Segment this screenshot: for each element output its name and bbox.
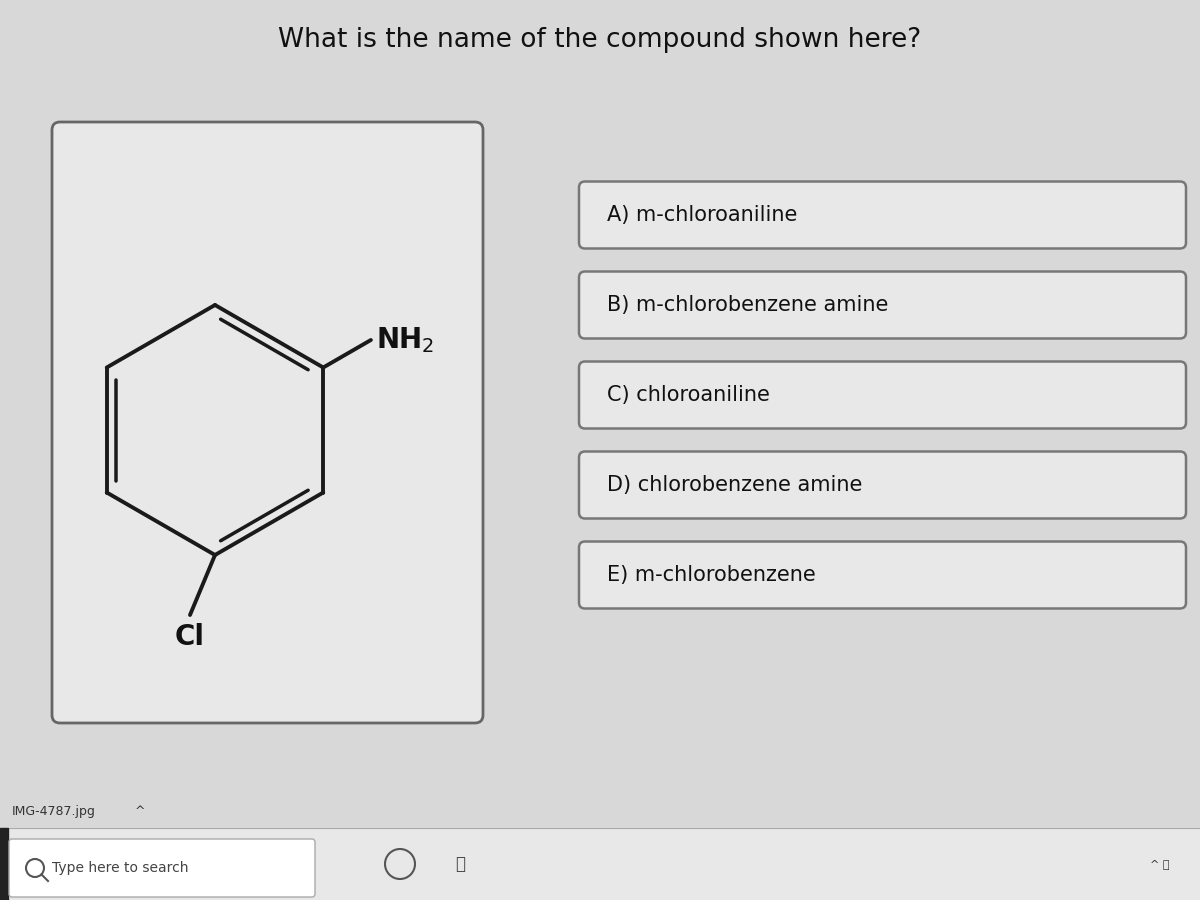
FancyBboxPatch shape [580,362,1186,428]
Text: D) chlorobenzene amine: D) chlorobenzene amine [607,475,863,495]
Text: What is the name of the compound shown here?: What is the name of the compound shown h… [278,27,922,53]
Text: Cl: Cl [175,623,205,651]
FancyBboxPatch shape [52,122,482,723]
Text: ⧉: ⧉ [455,855,464,873]
FancyBboxPatch shape [580,452,1186,518]
Text: A) m-chloroaniline: A) m-chloroaniline [607,205,797,225]
Text: IMG-4787.jpg: IMG-4787.jpg [12,805,96,818]
Text: C) chloroaniline: C) chloroaniline [607,385,770,405]
Bar [0,828,8,900]
Bar [0,828,1200,900]
Text: NH$_2$: NH$_2$ [376,325,434,355]
FancyBboxPatch shape [580,542,1186,608]
Text: ^ 矿: ^ 矿 [1150,859,1170,869]
Text: E) m-chlorobenzene: E) m-chlorobenzene [607,565,816,585]
FancyBboxPatch shape [580,182,1186,248]
Text: ^: ^ [134,805,145,818]
Text: B) m-chlorobenzene amine: B) m-chlorobenzene amine [607,295,888,315]
FancyBboxPatch shape [10,839,314,897]
FancyBboxPatch shape [580,272,1186,338]
Text: Type here to search: Type here to search [52,861,188,875]
